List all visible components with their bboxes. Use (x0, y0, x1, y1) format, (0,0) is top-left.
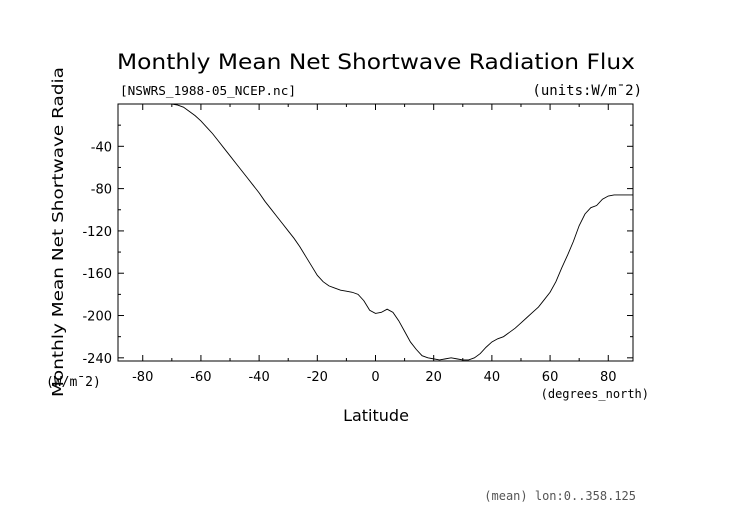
file-label: [NSWRS_1988-05_NCEP.nc] (120, 84, 296, 98)
x-tick-label: -60 (190, 370, 211, 385)
x-tick-label: 80 (600, 370, 617, 385)
y-tick-label: -40 (91, 140, 112, 155)
chart-title: Monthly Mean Net Shortwave Radiation Flu… (117, 50, 635, 74)
x-tick-label: 0 (371, 370, 379, 385)
y-tick-label: -160 (82, 267, 112, 282)
y-tick-label: -80 (91, 183, 112, 198)
y-tick-label: -200 (82, 310, 112, 325)
series-line (166, 103, 633, 361)
y-axis-label: Monthly Mean Net Shortwave Radia (49, 67, 67, 397)
x-tick-label: -80 (132, 370, 153, 385)
y-tick-label: -120 (82, 225, 112, 240)
plot-frame (117, 103, 634, 362)
y-axis-units: (W/m¯2) (46, 375, 101, 390)
x-tick-label: -40 (248, 370, 269, 385)
units-label: (units:W/m¯2) (532, 83, 642, 99)
x-tick-label: -20 (307, 370, 328, 385)
footer-note: (mean) lon:0..358.125 (484, 489, 636, 503)
x-tick-label: 60 (542, 370, 559, 385)
x-tick-label: 40 (484, 370, 501, 385)
x-axis-units: (degrees_north) (541, 387, 649, 401)
y-tick-label: -240 (82, 352, 112, 367)
x-axis-label: Latitude (343, 406, 409, 425)
x-tick-label: 20 (425, 370, 442, 385)
